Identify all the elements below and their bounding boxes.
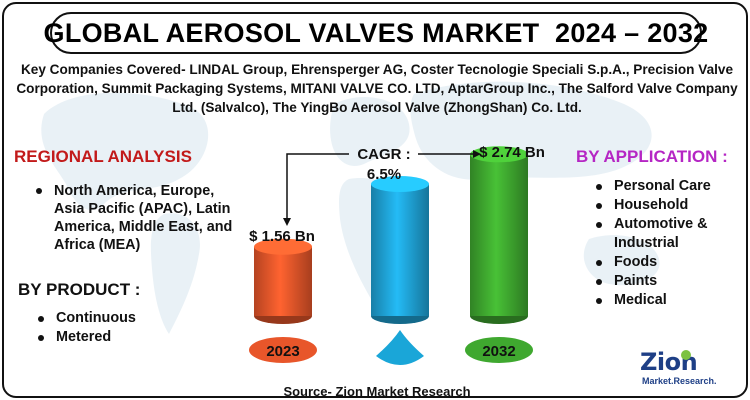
regional-list: North America, Europe, Asia Pacific (APA… xyxy=(32,182,247,254)
bar-top-2 xyxy=(470,146,528,163)
value-label-2023: $ 1.56 Bn xyxy=(249,228,315,245)
logo-tagline: Market.Research. xyxy=(642,376,717,386)
year-badge-2032 xyxy=(465,337,533,363)
year-label-2023: 2023 xyxy=(266,343,299,360)
product-list: Continuous Metered xyxy=(34,309,136,347)
year-badge-2023 xyxy=(249,337,317,363)
bar-top-1 xyxy=(371,176,429,192)
cagr-label: CAGR : xyxy=(357,146,410,163)
bar-top-0 xyxy=(254,238,312,255)
by-product-heading: BY PRODUCT : xyxy=(18,280,141,299)
logo-dot-icon xyxy=(681,350,691,360)
application-item-automotive-industrial: Automotive & Industrial xyxy=(592,215,742,253)
regional-item: North America, Europe, Asia Pacific (APA… xyxy=(32,182,247,254)
cagr-arrowhead-right xyxy=(473,150,481,158)
market-size-chart: 2023 2032 $ 1.56 Bn $ 2.74 Bn CAGR : 6.5% xyxy=(249,144,545,365)
application-item-medical: Medical xyxy=(592,291,742,310)
application-list: Personal Care Household Automotive & Ind… xyxy=(592,177,742,310)
cagr-arrowhead-left xyxy=(283,218,291,226)
bar-0 xyxy=(254,246,312,316)
application-item-household: Household xyxy=(592,196,742,215)
key-companies-text: Key Companies Covered- LINDAL Group, Ehr… xyxy=(16,62,738,115)
product-item-continuous: Continuous xyxy=(34,309,136,328)
cagr-value: 6.5% xyxy=(367,166,401,183)
application-item-paints: Paints xyxy=(592,272,742,291)
regional-analysis-heading: REGIONAL ANALYSIS xyxy=(14,147,192,166)
center-drop-badge xyxy=(376,330,424,365)
by-application-heading: BY APPLICATION : xyxy=(576,147,728,166)
zion-logo: Zion Market.Research. xyxy=(640,348,720,392)
year-label-2032: 2032 xyxy=(482,343,515,360)
application-item-personal-care: Personal Care xyxy=(592,177,742,196)
bar-1 xyxy=(371,184,429,316)
application-item-foods: Foods xyxy=(592,253,742,272)
source-text: Source- Zion Market Research xyxy=(283,384,471,398)
value-label-2032: $ 2.74 Bn xyxy=(479,144,545,161)
page-title: GLOBAL AEROSOL VALVES MARKET 2024 – 2032 xyxy=(44,12,708,54)
cagr-arrow-left xyxy=(286,153,349,219)
bar-2 xyxy=(470,154,528,316)
product-item-metered: Metered xyxy=(34,328,136,347)
